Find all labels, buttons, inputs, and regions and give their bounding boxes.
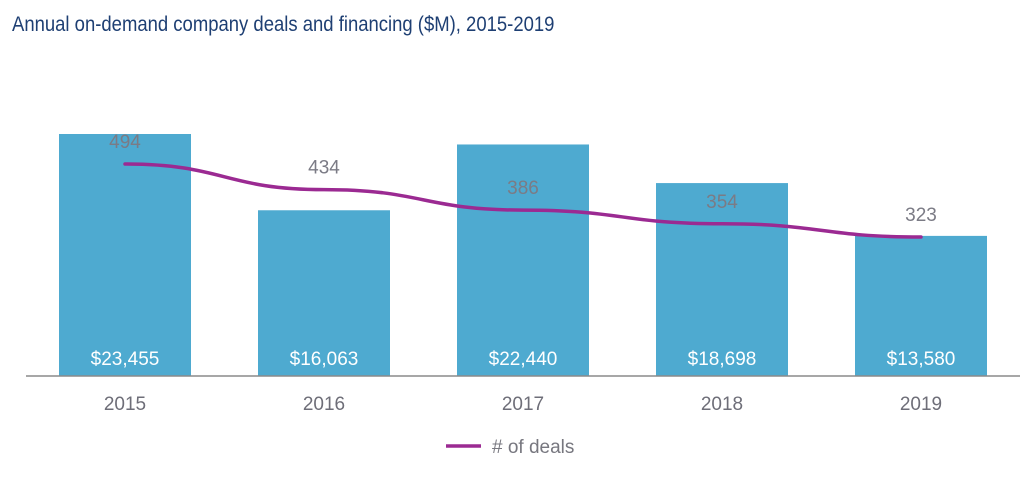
deals-line	[123, 162, 923, 239]
deals-label-2019: 323	[905, 205, 937, 226]
bars-group: $23,455 $16,063 $22,440 $18,698 $13,580	[59, 134, 987, 376]
deals-line-group: 494 434 386 354 323	[109, 132, 937, 239]
bar-value-label-2015: $23,455	[91, 349, 160, 370]
bar-2016	[258, 210, 390, 376]
legend: # of deals	[446, 437, 574, 458]
x-tick-labels: 2015 2016 2017 2018 2019	[104, 394, 942, 415]
legend-label-deals: # of deals	[492, 437, 574, 458]
x-tick-2017: 2017	[502, 394, 544, 415]
chart-title: Annual on-demand company deals and finan…	[12, 13, 555, 36]
x-tick-2016: 2016	[303, 394, 345, 415]
bar-2015	[59, 134, 191, 376]
deals-label-2017: 386	[507, 178, 539, 199]
x-tick-2019: 2019	[900, 394, 942, 415]
bar-2018	[656, 183, 788, 376]
x-tick-2015: 2015	[104, 394, 146, 415]
deals-label-2018: 354	[706, 192, 738, 213]
bar-value-label-2019: $13,580	[887, 349, 956, 370]
x-tick-2018: 2018	[701, 394, 743, 415]
bar-value-label-2016: $16,063	[290, 349, 359, 370]
bar-value-label-2017: $22,440	[489, 349, 558, 370]
deals-label-2015: 494	[109, 132, 141, 153]
bar-value-label-2018: $18,698	[688, 349, 757, 370]
bar-2019	[855, 235, 987, 376]
deals-label-2016: 434	[308, 158, 340, 179]
bar-2017	[457, 144, 589, 376]
